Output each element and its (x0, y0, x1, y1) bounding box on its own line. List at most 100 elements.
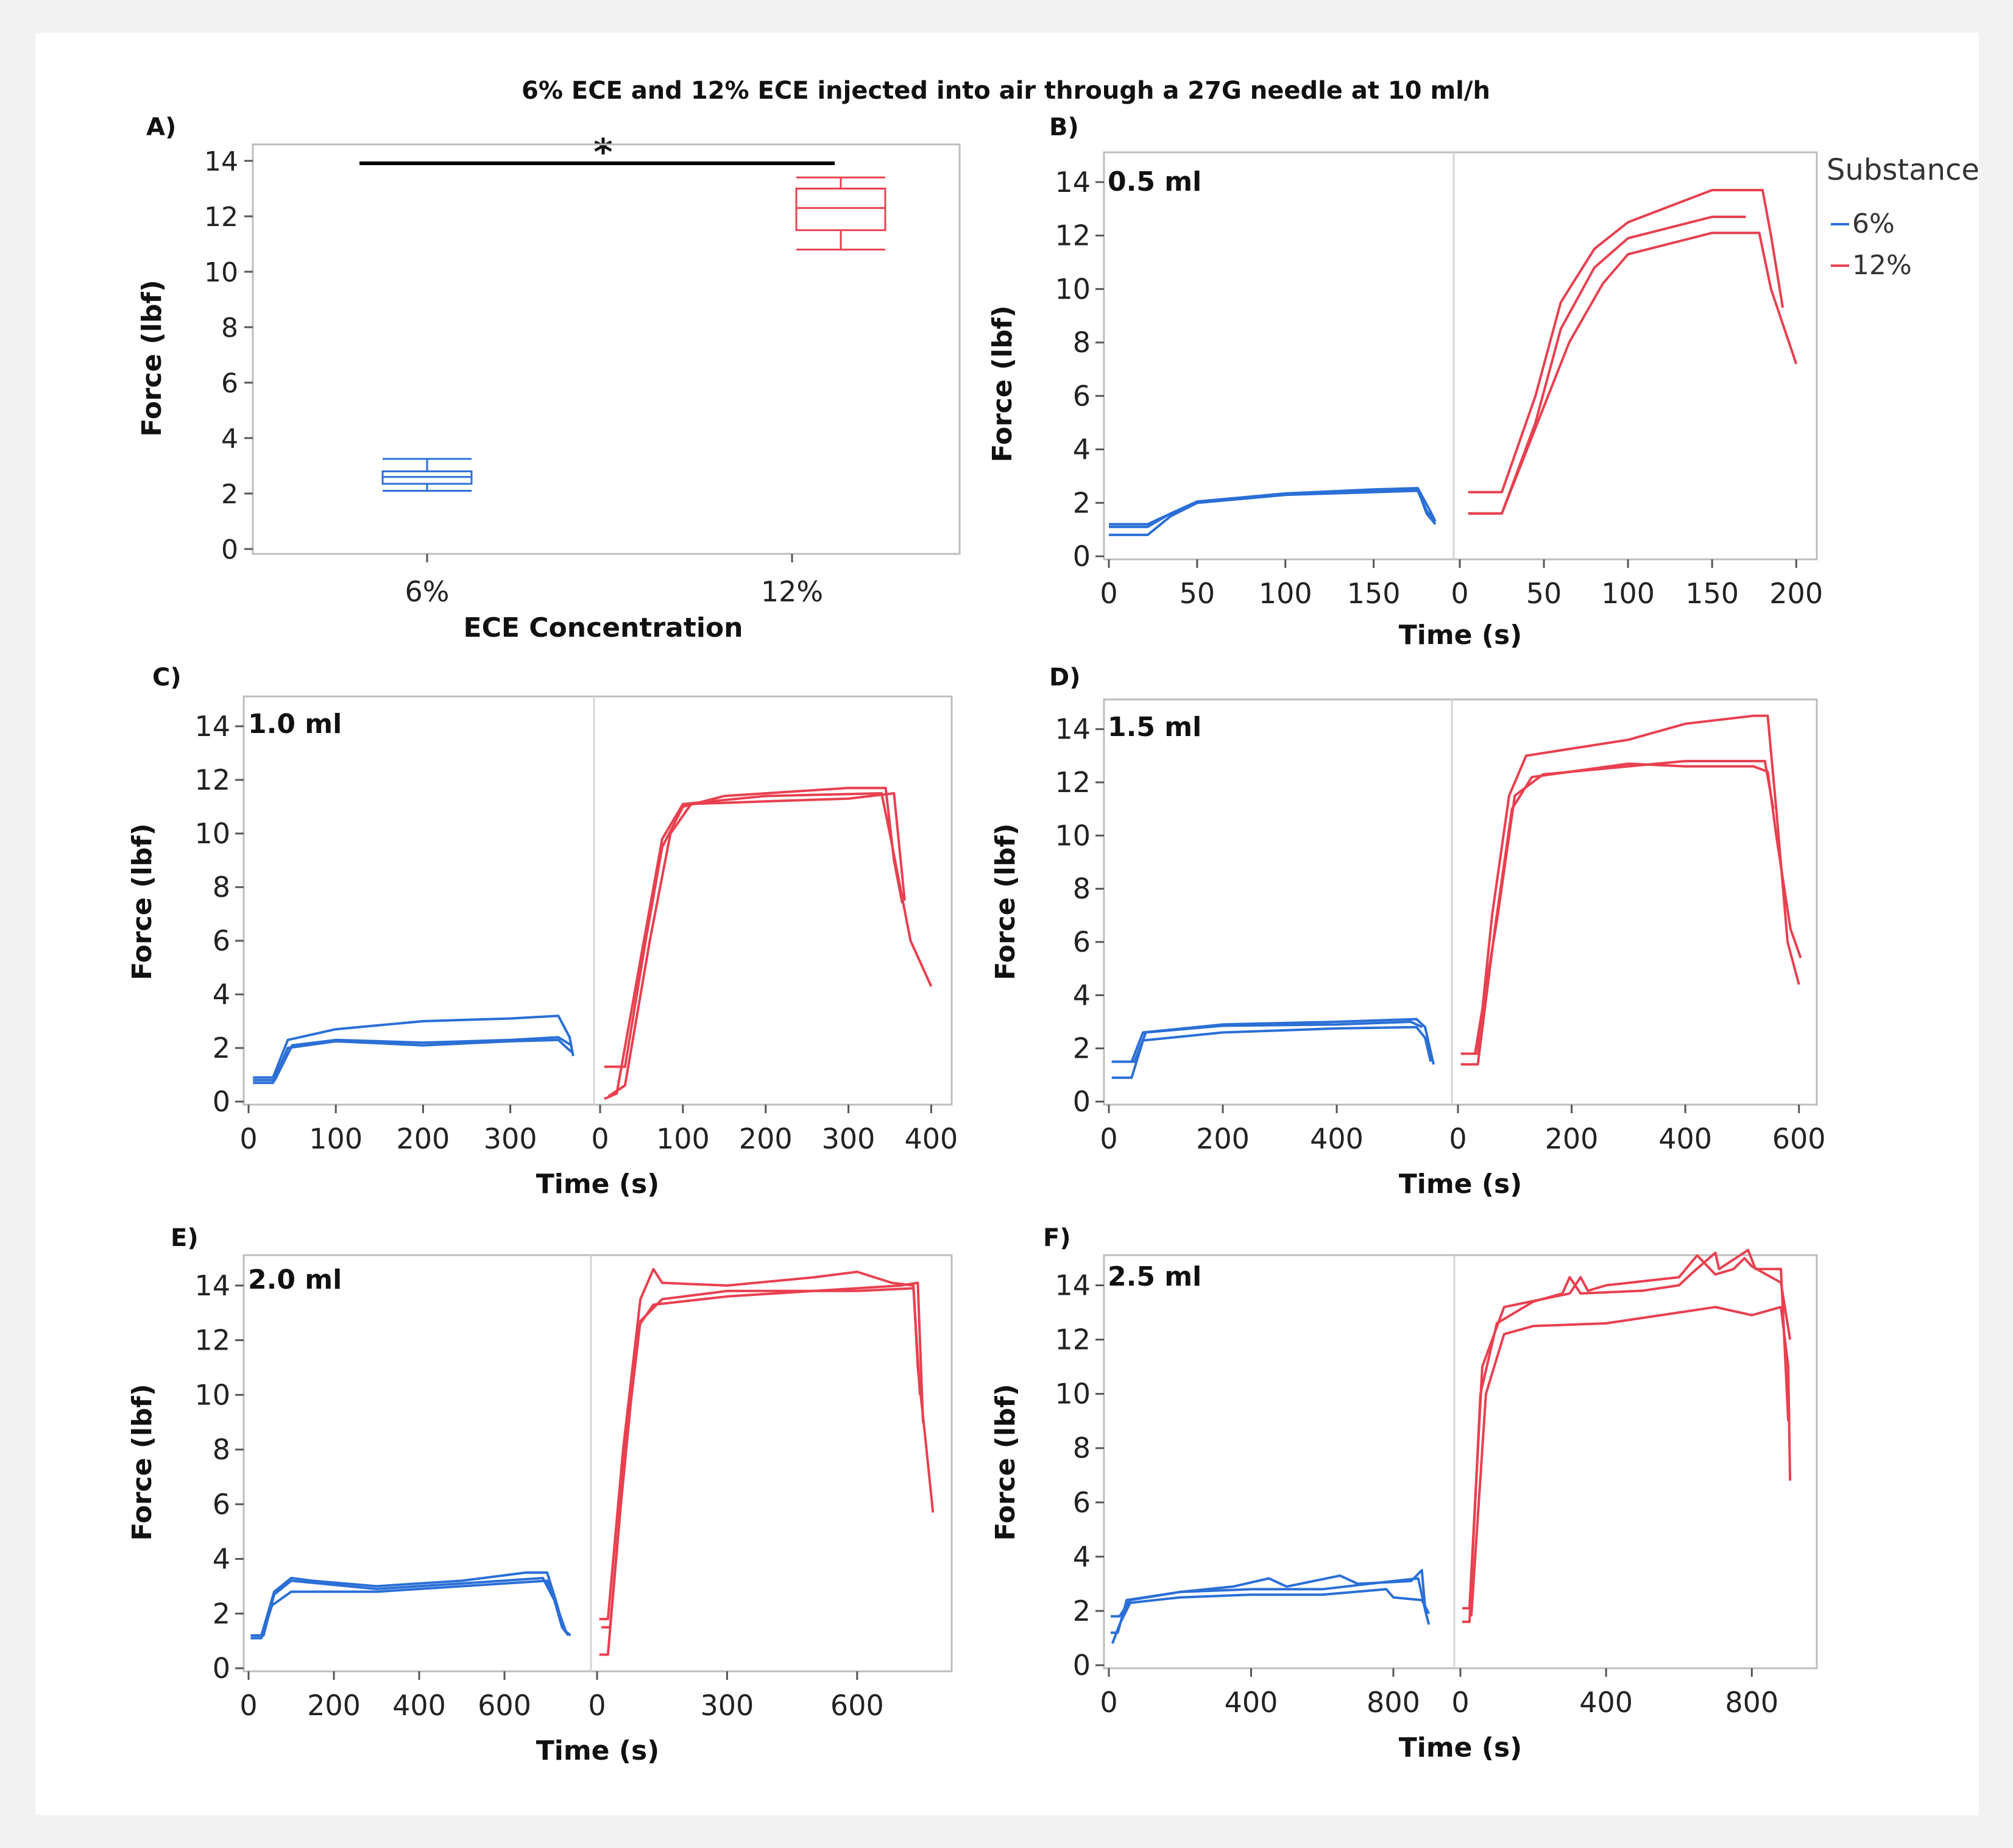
panel-d-frame (1103, 698, 1818, 1106)
series-line-b-12-3 (1468, 232, 1798, 515)
panel-c-label: C) (152, 664, 182, 692)
series-line-f-6-1 (1110, 1577, 1431, 1634)
y-tick-label-f: 14 (1055, 1269, 1091, 1302)
y-tick-label-e: 10 (194, 1378, 230, 1411)
panel-d-volume: 1.5 ml (1108, 712, 1201, 743)
y-tick-label-b: 4 (1073, 433, 1091, 466)
x-tick-label-d: 400 (1310, 1122, 1364, 1155)
x-tick-label-a: 12% (761, 575, 823, 608)
panel-a-ylabel: Force (lbf) (136, 280, 168, 436)
y-tick-label-b: 0 (1073, 540, 1091, 573)
y-tick-label-e: 6 (213, 1488, 230, 1521)
y-tick-label-b: 10 (1055, 272, 1091, 305)
panel-b-xlabel: Time (s) (1399, 620, 1523, 651)
y-tick-label-e: 8 (213, 1433, 230, 1466)
y-tick-label-e: 2 (213, 1597, 230, 1630)
y-tick-label-d: 10 (1055, 819, 1091, 852)
y-tick-label-f: 10 (1055, 1378, 1091, 1411)
x-tick-label-c: 200 (396, 1122, 450, 1155)
panel-d-label: D) (1049, 664, 1080, 692)
x-tick-label-d: 200 (1196, 1122, 1250, 1155)
x-tick-label-b: 50 (1180, 577, 1215, 610)
x-tick-label-e: 200 (307, 1689, 361, 1722)
panel-c-xlabel: Time (s) (536, 1169, 660, 1200)
y-tick-label-a: 10 (204, 257, 238, 288)
x-tick-label-c: 300 (822, 1122, 876, 1155)
series-line-c-12-1 (604, 787, 904, 1068)
y-tick-label-f: 4 (1073, 1540, 1091, 1573)
x-tick-label-b: 100 (1259, 577, 1312, 610)
x-tick-label-e: 300 (701, 1689, 754, 1722)
y-tick-label-a: 2 (221, 479, 238, 510)
x-tick-label-c: 100 (656, 1122, 710, 1155)
x-tick-label-e: 0 (239, 1689, 257, 1722)
x-tick-label-f: 800 (1725, 1686, 1778, 1719)
x-tick-label-d: 400 (1658, 1122, 1712, 1155)
series-line-f-12-1 (1462, 1254, 1792, 1610)
series-line-e-12-1 (599, 1267, 935, 1621)
y-tick-label-d: 12 (1055, 766, 1091, 799)
series-line-d-6-3 (1111, 1021, 1423, 1063)
panel-b-ylabel: Force (lbf) (987, 305, 1018, 462)
series-line-e-6-3 (250, 1576, 568, 1637)
x-tick-label-f: 0 (1100, 1686, 1117, 1719)
x-tick-label-b: 50 (1526, 577, 1562, 610)
panel-a-frame (252, 143, 961, 555)
panel-f-xlabel: Time (s) (1399, 1732, 1523, 1763)
y-tick-label-c: 6 (213, 924, 230, 957)
x-tick-label-c: 0 (591, 1122, 609, 1155)
y-tick-label-c: 10 (194, 817, 230, 850)
panel-b-volume: 0.5 ml (1108, 166, 1201, 197)
panel-a-label: A) (146, 113, 176, 141)
panel-f-frame (1103, 1254, 1818, 1669)
y-tick-label-a: 6 (221, 368, 238, 399)
legend-label-12: 12% (1852, 250, 1912, 281)
series-line-c-6-2 (253, 1038, 575, 1085)
figure-canvas (35, 33, 1979, 1815)
y-tick-label-a: 14 (204, 146, 238, 177)
panel-e-label: E) (171, 1224, 199, 1252)
panel-c-ylabel: Force (lbf) (127, 823, 158, 980)
x-tick-label-b: 100 (1601, 577, 1655, 610)
x-tick-label-d: 0 (1449, 1122, 1466, 1155)
series-line-d-6-1 (1111, 1018, 1435, 1065)
series-line-f-12-3 (1470, 1306, 1792, 1616)
y-tick-label-f: 8 (1073, 1432, 1091, 1465)
x-tick-label-c: 300 (484, 1122, 537, 1155)
y-tick-label-a: 8 (221, 313, 238, 344)
series-line-e-12-2 (599, 1281, 924, 1656)
panel-d-xlabel: Time (s) (1399, 1169, 1523, 1200)
x-tick-label-d: 600 (1772, 1122, 1826, 1155)
y-tick-label-b: 2 (1073, 486, 1091, 519)
y-tick-label-d: 4 (1073, 979, 1091, 1011)
series-line-f-6-3 (1111, 1588, 1431, 1644)
panel-f-ylabel: Force (lbf) (990, 1384, 1021, 1540)
series-line-d-6-2 (1111, 1025, 1432, 1079)
panel-e-frame (242, 1254, 953, 1673)
x-tick-label-b: 150 (1685, 577, 1739, 610)
x-tick-label-b: 150 (1347, 577, 1401, 610)
panel-e-ylabel: Force (lbf) (127, 1384, 158, 1540)
series-line-c-12-3 (607, 792, 906, 1097)
y-tick-label-c: 14 (194, 710, 230, 743)
y-tick-label-d: 14 (1055, 713, 1091, 746)
series-line-b-12-1 (1468, 189, 1785, 494)
x-tick-label-b: 0 (1451, 577, 1468, 610)
x-tick-label-d: 0 (1100, 1122, 1117, 1155)
x-tick-label-f: 800 (1367, 1686, 1420, 1719)
panel-f-volume: 2.5 ml (1108, 1261, 1201, 1292)
significance-star: * (593, 131, 612, 174)
x-tick-label-f: 400 (1225, 1686, 1278, 1719)
panel-e-volume: 2.0 ml (248, 1264, 342, 1295)
x-tick-label-b: 0 (1100, 577, 1117, 610)
y-tick-label-e: 0 (213, 1652, 230, 1685)
x-tick-label-d: 200 (1545, 1122, 1599, 1155)
series-line-e-6-2 (250, 1579, 570, 1640)
y-tick-label-c: 2 (213, 1032, 230, 1064)
y-tick-label-e: 4 (213, 1543, 230, 1576)
y-tick-label-d: 8 (1073, 873, 1091, 905)
y-tick-label-d: 2 (1073, 1032, 1091, 1065)
x-tick-label-f: 0 (1451, 1686, 1469, 1719)
y-tick-label-a: 0 (221, 534, 238, 565)
y-tick-label-b: 6 (1073, 380, 1091, 412)
